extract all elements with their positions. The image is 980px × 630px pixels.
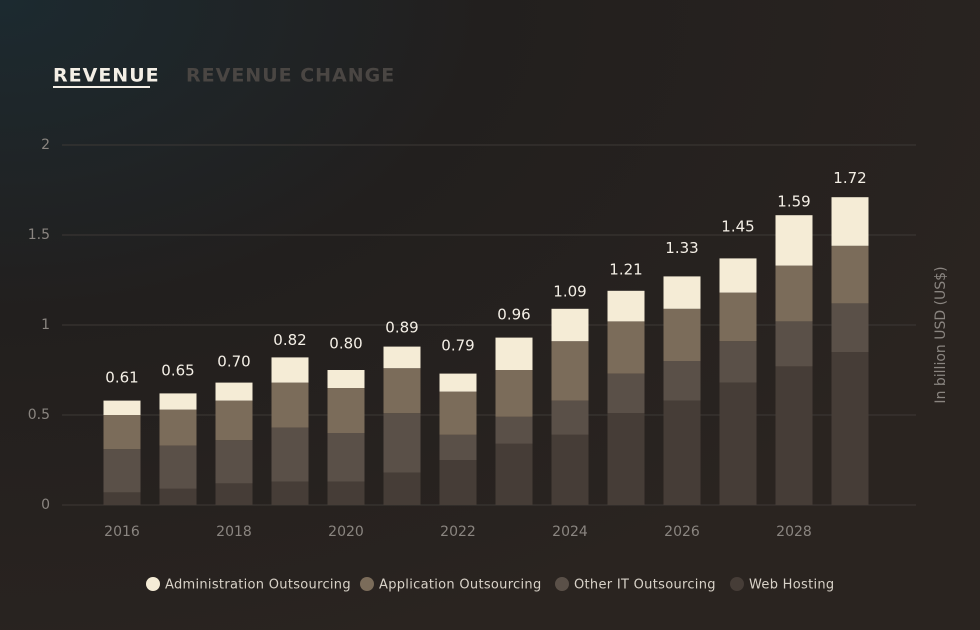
x-tick-label: 2018 — [216, 524, 252, 540]
bar-segment — [271, 357, 309, 383]
bar-segment — [607, 373, 645, 414]
bar-segment — [775, 321, 813, 367]
bar-segment — [383, 472, 421, 505]
bar-segment — [439, 391, 477, 435]
legend-label: Web Hosting — [749, 578, 834, 593]
bar-segment — [551, 341, 589, 401]
bar-segment — [383, 368, 421, 414]
bar-segment — [831, 245, 869, 304]
bar-segment — [327, 433, 365, 482]
x-tick-label: 2028 — [776, 524, 812, 540]
bar-segment — [271, 481, 309, 505]
bar-segment — [663, 308, 701, 361]
bar-segment — [607, 321, 645, 374]
bar-segment — [719, 341, 757, 383]
bar-segment — [663, 400, 701, 505]
total-label: 1.45 — [721, 218, 754, 236]
legend-swatch — [730, 577, 744, 591]
bar-segment — [831, 197, 869, 246]
y-tick-label: 1 — [41, 317, 50, 333]
bar-segment — [719, 258, 757, 293]
legend-label: Administration Outsourcing — [165, 578, 351, 593]
bar-segment — [607, 290, 645, 322]
bar-segment — [383, 413, 421, 473]
total-label: 0.79 — [441, 336, 474, 354]
total-label: 1.72 — [833, 169, 866, 187]
total-label: 1.33 — [665, 239, 698, 257]
bar-segment — [775, 265, 813, 322]
total-label: 0.89 — [385, 318, 418, 336]
y-tick-label: 0.5 — [28, 407, 50, 423]
bar-segment — [495, 337, 533, 370]
legend-label: Application Outsourcing — [379, 578, 542, 593]
bar-segment — [327, 481, 365, 505]
tab[interactable]: REVENUE CHANGE — [186, 65, 395, 87]
total-label: 0.70 — [217, 353, 250, 371]
legend-label: Other IT Outsourcing — [574, 578, 716, 593]
bar-segment — [663, 276, 701, 309]
total-label: 1.09 — [553, 282, 586, 300]
bar-segment — [719, 382, 757, 505]
x-tick-label: 2026 — [664, 524, 700, 540]
total-label: 0.80 — [329, 335, 362, 353]
total-label: 0.82 — [273, 331, 306, 349]
bar-segment — [271, 427, 309, 482]
bar-segment — [719, 292, 757, 342]
bar-segment — [103, 415, 141, 450]
bar-segment — [551, 434, 589, 505]
bar-segment — [439, 434, 477, 460]
bar-segment — [831, 352, 869, 505]
bar-segment — [215, 440, 253, 484]
bar-segment — [495, 370, 533, 417]
bar-segment — [831, 303, 869, 352]
bar-segment — [103, 449, 141, 493]
bar-segment — [327, 370, 365, 388]
y-axis-label: In billion USD (US$) — [933, 266, 949, 403]
x-tick-label: 2016 — [104, 524, 140, 540]
bar-segment — [551, 400, 589, 435]
bar-segment — [663, 361, 701, 401]
tab-active[interactable]: REVENUE — [53, 65, 160, 87]
bar-segment — [159, 393, 197, 410]
total-label: 1.21 — [609, 261, 642, 279]
bar-segment — [215, 483, 253, 505]
total-label: 1.59 — [777, 192, 810, 210]
bar-segment — [159, 488, 197, 505]
legend-swatch — [146, 577, 160, 591]
bar-segment — [383, 346, 421, 369]
bar-segment — [439, 373, 477, 392]
bar-segment — [607, 413, 645, 505]
total-label: 0.96 — [497, 306, 530, 324]
x-tick-label: 2024 — [552, 524, 588, 540]
bar-segment — [215, 382, 253, 401]
legend-swatch — [360, 577, 374, 591]
bar-segment — [159, 445, 197, 489]
bar-segment — [775, 215, 813, 266]
bar-segment — [215, 400, 253, 441]
x-tick-label: 2020 — [328, 524, 364, 540]
total-label: 0.65 — [161, 362, 194, 380]
x-tick-label: 2022 — [440, 524, 476, 540]
y-tick-label: 2 — [41, 137, 50, 153]
y-tick-label: 1.5 — [28, 227, 50, 243]
tab-underline — [53, 86, 150, 88]
y-tick-label: 0 — [41, 497, 50, 513]
bar-segment — [439, 460, 477, 505]
bar-segment — [103, 492, 141, 505]
bar-segment — [103, 400, 141, 415]
bar-segment — [271, 382, 309, 428]
total-label: 0.61 — [105, 369, 138, 387]
legend-swatch — [555, 577, 569, 591]
bar-segment — [327, 388, 365, 433]
bar-segment — [775, 366, 813, 505]
bar-segment — [495, 443, 533, 505]
bar-segment — [159, 409, 197, 446]
bar-segment — [551, 308, 589, 342]
bar-segment — [495, 416, 533, 444]
